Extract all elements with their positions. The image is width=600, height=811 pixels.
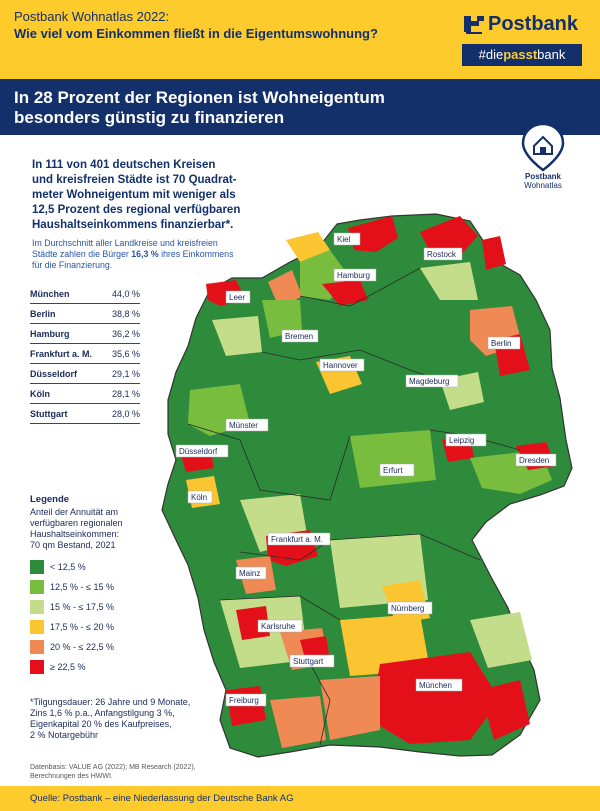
svg-text:Dresden: Dresden [519,456,549,465]
city-label-magdeburg: Magdeburg [405,374,459,388]
city-labels: Kiel Rostock Hamburg Leer Bremen Berlin … [175,232,557,707]
city-label-kiel: Kiel [333,232,361,246]
city-label-bremen: Bremen [281,329,319,343]
city-label-dresden: Dresden [515,453,557,467]
pin-label-1: Postbank [524,172,561,181]
postbank-logo-icon [464,16,484,34]
map-legend: Legende Anteil der Annuität am verfügbar… [30,494,190,674]
source-text: Quelle: Postbank – eine Niederlassung de… [30,793,294,804]
table-row: Stuttgart 28,0 % [30,403,140,424]
svg-text:Mainz: Mainz [239,569,260,578]
svg-text:Leipzig: Leipzig [449,436,474,445]
region-lightgreen-mv [420,262,478,300]
svg-text:Magdeburg: Magdeburg [409,377,449,386]
city-label-erfurt: Erfurt [379,463,415,477]
germany-map: Kiel Rostock Hamburg Leer Bremen Berlin … [161,213,573,758]
header-kicker: Postbank Wohnatlas 2022: [14,9,170,24]
source-bar: Quelle: Postbank – eine Niederlassung de… [0,786,600,811]
city-label-muenster: Münster [225,418,269,432]
region-orange-bodensee [270,696,326,748]
svg-text:Hannover: Hannover [323,361,358,370]
wohnatlas-pin: Postbank Wohnatlas [514,122,572,192]
postbank-logo: Postbank #diepasstbank [462,10,584,70]
city-label-karlsruhe: Karlsruhe [257,619,303,633]
svg-text:München: München [419,681,452,690]
svg-text:Düsseldorf: Düsseldorf [179,447,218,456]
intro-text: In 111 von 401 deutschen Kreisen und kre… [32,159,241,231]
city-label-nuernberg: Nürnberg [387,601,433,615]
city-label-leipzig: Leipzig [445,433,487,447]
legend-swatch [30,620,44,634]
svg-text:Rostock: Rostock [427,250,457,259]
city-label-duesseldorf: Düsseldorf [175,444,229,458]
svg-text:Karlsruhe: Karlsruhe [261,622,296,631]
svg-text:Frankfurt a. M.: Frankfurt a. M. [271,535,323,544]
region-lightgreen-bremen [262,300,302,338]
city-label-koeln: Köln [187,490,213,504]
pin-label-2: Wohnatlas [524,181,562,190]
data-basis: Datenbasis: VALUE AG (2022); MB Research… [30,764,196,780]
average-note: Im Durchschnitt aller Landkreise und kre… [32,238,234,270]
city-label-stuttgart: Stuttgart [289,654,335,668]
svg-text:Münster: Münster [229,421,258,430]
table-row: München 44,0 % [30,284,140,304]
table-row: Frankfurt a. M. 35,6 % [30,343,140,364]
svg-text:Kiel: Kiel [337,235,351,244]
svg-text:Stuttgart: Stuttgart [293,657,324,666]
region-red-usedom [482,236,506,270]
table-row: Berlin 38,8 % [30,303,140,324]
header-bar: Postbank Wohnatlas 2022: Wie viel vom Ei… [0,0,600,79]
location-pin-icon [521,122,565,172]
legend-swatch [30,640,44,654]
svg-text:Leer: Leer [229,293,245,302]
svg-text:Berlin: Berlin [491,339,511,348]
region-red-kiel [348,216,398,252]
region-red-alps-east [480,680,530,740]
state-borders [187,267,521,746]
region-red-muenchen [370,652,500,744]
headline-bar: In 28 Prozent der Regionen ist Wohneigen… [0,79,600,135]
svg-text:Nürnberg: Nürnberg [391,604,424,613]
city-label-mainz: Mainz [235,566,267,580]
table-row: Hamburg 36,2 % [30,323,140,344]
svg-text:Erfurt: Erfurt [383,466,403,475]
table-row: Köln 28,1 % [30,383,140,404]
city-label-rostock: Rostock [423,247,463,261]
brand-tagline: #diepasstbank [462,44,582,66]
city-label-frankfurt: Frankfurt a. M. [267,532,331,546]
ranking-table: München 44,0 % Berlin 38,8 % Hamburg 36,2 %… [30,284,140,424]
region-lightgreen-ns [212,316,262,356]
region-yellow-northsea [286,232,330,262]
city-label-berlin: Berlin [487,336,521,350]
city-label-leer: Leer [225,290,251,304]
city-label-hamburg: Hamburg [333,268,377,282]
svg-text:Freiburg: Freiburg [229,696,259,705]
legend-title: Legende [30,494,70,505]
region-orange-allgaeu [320,676,380,740]
header-question: Wie viel vom Einkommen fließt in die Eig… [14,26,378,41]
region-red-hamburg [322,280,368,306]
city-label-hannover: Hannover [319,358,365,372]
svg-text:Bremen: Bremen [285,332,313,341]
legend-swatch [30,560,44,574]
legend-swatch [30,600,44,614]
footnote: *Tilgungsdauer: 26 Jahre und 9 Monate, Z… [30,697,191,740]
svg-text:Köln: Köln [191,493,207,502]
legend-swatch [30,580,44,594]
headline-line-2: besonders günstig zu finanzieren [14,108,285,127]
region-lightgreen-passau [470,612,532,668]
table-row: Düsseldorf 29,1 % [30,363,140,384]
legend-subtitle: Anteil der Annuität am verfügbaren regio… [30,507,123,550]
legend-swatch [30,660,44,674]
city-label-freiburg: Freiburg [225,693,267,707]
svg-text:Hamburg: Hamburg [337,271,370,280]
city-label-muenchen: München [415,678,463,692]
brand-name: Postbank [488,13,579,35]
region-lightgreen-thueringen [350,430,436,488]
headline-line-1: In 28 Prozent der Regionen ist Wohneigen… [14,88,385,107]
